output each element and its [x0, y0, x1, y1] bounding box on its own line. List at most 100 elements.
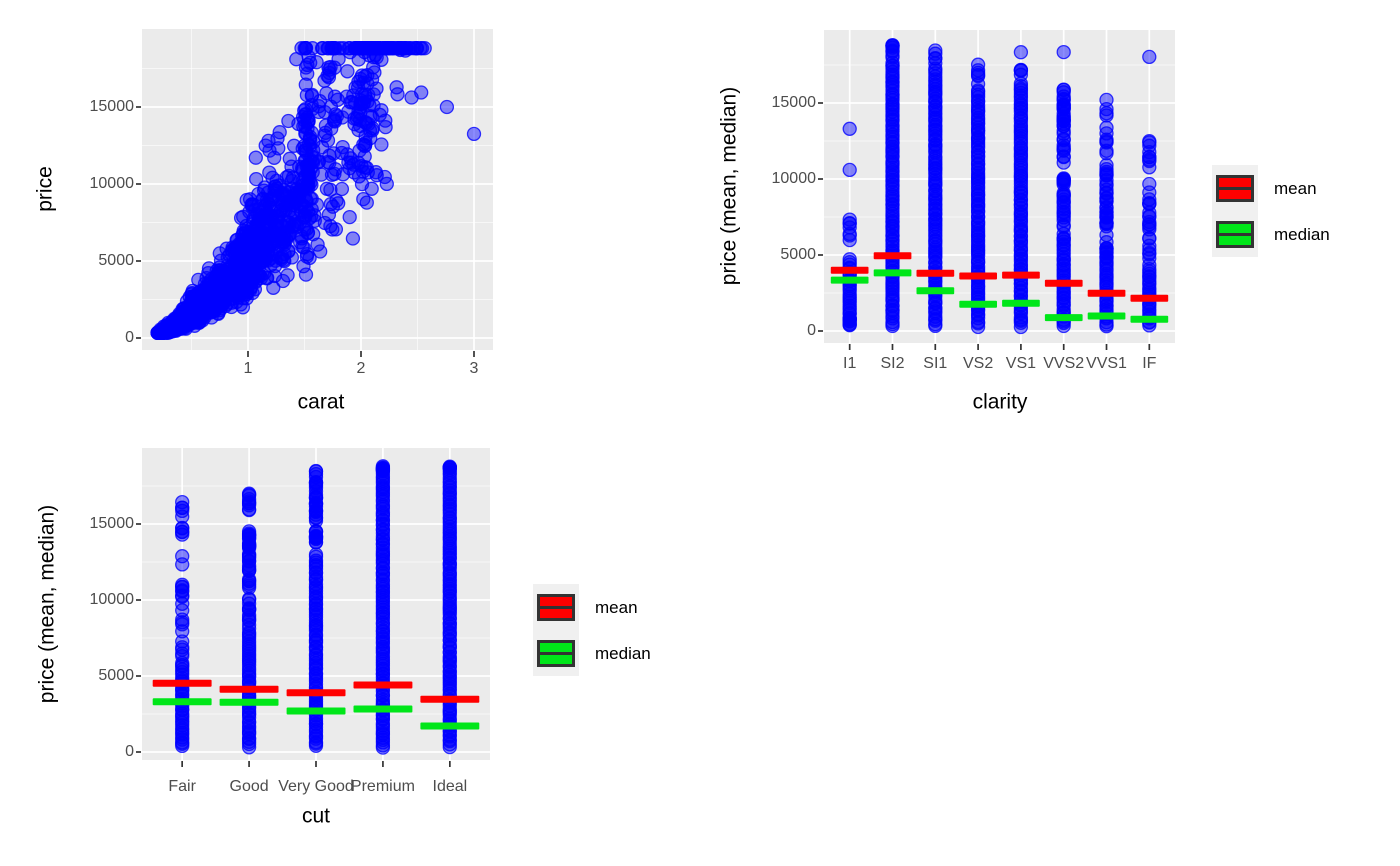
data-point	[175, 596, 190, 611]
data-point	[1056, 204, 1071, 220]
data-point	[298, 118, 313, 133]
data-point	[275, 273, 291, 289]
data-point	[346, 157, 361, 172]
data-point	[307, 208, 322, 223]
crossbar-mean	[959, 272, 997, 280]
data-point	[305, 41, 320, 56]
data-point	[252, 237, 267, 252]
crossbar-mean	[1087, 289, 1126, 297]
data-point	[248, 150, 263, 165]
data-point	[842, 252, 857, 267]
crossbar-mean	[286, 689, 346, 697]
data-point	[358, 135, 373, 151]
data-point	[299, 87, 315, 103]
data-point	[1056, 219, 1071, 234]
data-point	[235, 291, 251, 306]
data-point	[241, 526, 257, 541]
data-point	[308, 463, 324, 479]
data-point	[842, 216, 857, 231]
data-point	[414, 85, 429, 100]
data-point	[303, 132, 318, 147]
data-point	[175, 527, 190, 542]
data-point	[1142, 176, 1157, 192]
data-point	[340, 64, 355, 79]
data-point	[331, 51, 346, 67]
data-point	[374, 137, 389, 152]
chart-panel-2	[136, 448, 490, 767]
data-point	[260, 270, 275, 285]
crossbar-mean	[873, 252, 912, 260]
data-point	[345, 231, 361, 246]
data-point	[1142, 135, 1157, 150]
crossbar-mean	[152, 679, 212, 687]
data-point	[357, 87, 373, 102]
data-point	[327, 114, 343, 129]
data-point	[439, 99, 455, 115]
data-point	[406, 41, 421, 56]
data-point	[308, 503, 324, 518]
data-point	[369, 168, 384, 183]
data-point	[1013, 45, 1029, 60]
data-point	[218, 279, 233, 294]
data-point	[175, 646, 190, 661]
crossbar-mean	[1002, 271, 1040, 279]
data-point	[277, 254, 292, 269]
data-point	[241, 558, 257, 573]
data-point	[241, 496, 257, 511]
data-point	[970, 68, 986, 84]
data-point	[241, 591, 257, 606]
data-point	[1013, 62, 1029, 78]
data-point	[1099, 126, 1114, 141]
crossbar-median	[219, 698, 279, 706]
data-point	[1056, 171, 1071, 186]
data-point	[1099, 249, 1114, 265]
data-point	[308, 547, 324, 562]
data-point	[175, 549, 190, 564]
crossbar-median	[916, 287, 955, 295]
crossbar-median	[1130, 315, 1169, 323]
data-point	[1142, 217, 1157, 232]
data-point	[384, 41, 399, 56]
data-point	[1142, 49, 1157, 65]
data-point	[1099, 219, 1114, 234]
crossbar-mean	[1130, 294, 1169, 302]
crossbar-mean	[353, 681, 413, 689]
chart-panel-0	[136, 29, 493, 357]
crossbar-median	[1002, 299, 1040, 307]
data-point	[175, 624, 190, 639]
data-point	[1099, 199, 1114, 215]
data-point	[204, 296, 219, 311]
data-point	[390, 87, 405, 102]
crossbar-median	[353, 705, 413, 713]
data-point	[301, 167, 317, 182]
data-point	[278, 194, 293, 210]
data-point	[928, 56, 943, 71]
crossbar-mean	[830, 266, 869, 274]
crossbar-median	[152, 698, 212, 706]
data-point	[311, 154, 327, 169]
data-point	[352, 113, 368, 128]
data-point	[466, 126, 482, 142]
data-point	[308, 480, 324, 495]
data-point	[213, 287, 228, 303]
crossbar-median	[1044, 314, 1083, 322]
data-point	[442, 460, 457, 475]
data-point	[970, 84, 986, 100]
data-point	[375, 463, 391, 478]
data-point	[342, 209, 357, 225]
data-point	[842, 162, 857, 178]
data-point	[1142, 196, 1157, 211]
data-point	[1056, 98, 1071, 113]
data-point	[1099, 167, 1114, 183]
data-point	[175, 577, 190, 592]
data-point	[272, 125, 287, 140]
data-point	[378, 119, 393, 135]
data-point	[372, 107, 387, 122]
data-point	[1142, 160, 1157, 175]
data-point	[367, 65, 382, 80]
data-point	[325, 222, 340, 237]
crossbar-median	[420, 722, 480, 730]
data-point	[1056, 118, 1071, 133]
data-point	[356, 191, 371, 207]
data-point	[928, 69, 943, 84]
